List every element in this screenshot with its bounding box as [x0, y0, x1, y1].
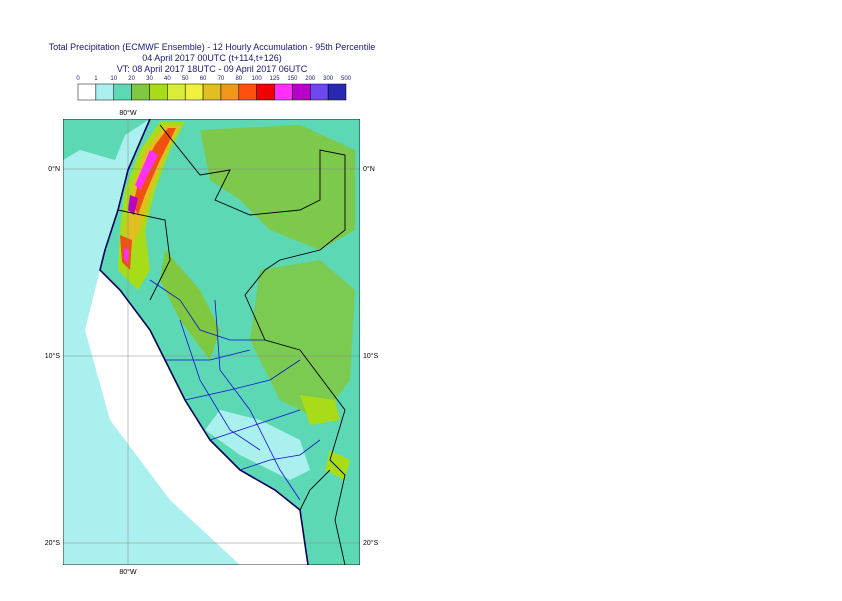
legend-swatch	[327, 83, 347, 101]
legend-swatch	[77, 83, 97, 101]
title: Total Precipitation (ECMWF Ensemble) - 1…	[49, 42, 376, 52]
legend-swatch	[220, 83, 240, 101]
legend-label: 30	[146, 76, 153, 82]
subtitle: 04 April 2017 00UTC (t+114,t+126)	[142, 53, 281, 63]
legend-label: 500	[341, 76, 352, 82]
legend-swatch	[95, 83, 114, 101]
legend-swatch	[184, 83, 204, 101]
lat-label: 0°N	[48, 165, 60, 173]
legend-swatch	[113, 83, 132, 101]
legend-swatch	[202, 83, 222, 101]
legend-label: 40	[164, 76, 171, 82]
legend-label: 1	[94, 76, 98, 82]
legend-label: 0	[76, 76, 80, 82]
valid-time: VT: 08 April 2017 18UTC - 09 April 2017 …	[117, 64, 308, 74]
legend: 0 1 10 20 30 40 50 60 70 80 100 125 150 200 300 500	[76, 76, 352, 101]
legend-label: 125	[270, 76, 281, 82]
lat-label: 10°S	[363, 352, 379, 360]
legend-label: 60	[200, 76, 207, 82]
legend-swatch	[310, 83, 329, 101]
lon-label: 80°W	[119, 568, 137, 576]
legend-swatch	[238, 83, 257, 101]
legend-label: 10	[110, 76, 117, 82]
legend-swatch	[274, 83, 293, 101]
legend-swatch	[292, 83, 311, 101]
legend-label: 70	[218, 76, 225, 82]
lon-label: 80°W	[119, 109, 137, 117]
lat-label: 0°N	[363, 165, 375, 173]
legend-swatch	[256, 83, 275, 101]
lat-label: 20°S	[363, 539, 379, 547]
legend-label: 50	[182, 76, 189, 82]
legend-swatch	[149, 83, 168, 101]
legend-label: 200	[305, 76, 316, 82]
legend-label: 20	[128, 76, 135, 82]
lat-label: 20°S	[45, 539, 61, 547]
lat-label: 10°S	[45, 352, 61, 360]
legend-swatch	[131, 83, 150, 101]
legend-swatch	[167, 83, 186, 101]
legend-label: 80	[235, 76, 242, 82]
legend-label: 100	[252, 76, 263, 82]
lat-labels: 0°N 0°N 10°S 10°S 20°S 20°S	[45, 165, 379, 547]
legend-label: 300	[323, 76, 334, 82]
legend-label: 150	[287, 76, 298, 82]
map	[63, 119, 360, 565]
